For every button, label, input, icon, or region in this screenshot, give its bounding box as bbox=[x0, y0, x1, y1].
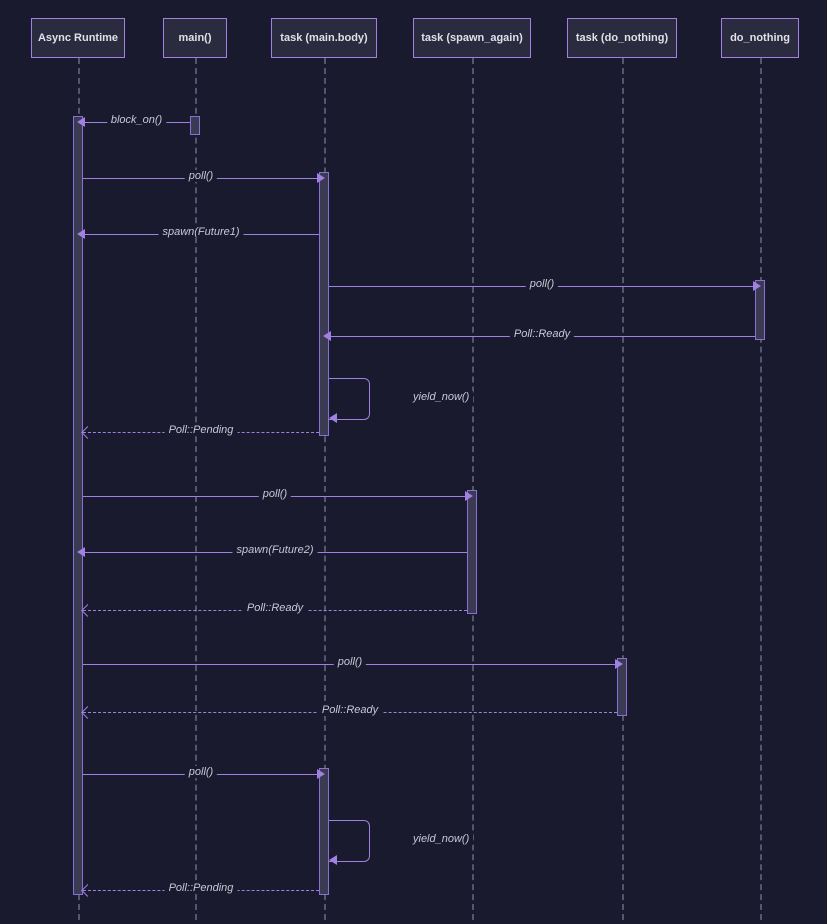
activation-bar bbox=[319, 768, 329, 895]
arrow-head bbox=[81, 604, 94, 617]
activation-bar bbox=[319, 172, 329, 436]
message-label: yield_now() bbox=[409, 391, 473, 403]
arrow-head bbox=[615, 659, 623, 669]
message-label: poll() bbox=[185, 766, 217, 778]
arrow-head bbox=[329, 413, 337, 423]
arrow-head bbox=[317, 769, 325, 779]
message-label: Poll::Ready bbox=[510, 328, 574, 340]
lifeline bbox=[622, 58, 624, 920]
arrow-head bbox=[465, 491, 473, 501]
arrow-head bbox=[329, 855, 337, 865]
message-label: poll() bbox=[526, 278, 558, 290]
arrow-head bbox=[81, 884, 94, 897]
lifeline bbox=[195, 58, 197, 920]
arrow-head bbox=[81, 426, 94, 439]
activation-bar bbox=[467, 490, 477, 614]
lifeline bbox=[472, 58, 474, 920]
participant-box: Async Runtime bbox=[31, 18, 125, 58]
message-label: Poll::Pending bbox=[165, 882, 238, 894]
message-label: spawn(Future2) bbox=[232, 544, 317, 556]
message-label: poll() bbox=[185, 170, 217, 182]
arrow-head bbox=[317, 173, 325, 183]
arrow-head bbox=[323, 331, 331, 341]
arrow-head bbox=[81, 706, 94, 719]
participant-box: task (main.body) bbox=[271, 18, 377, 58]
participant-box: task (do_nothing) bbox=[567, 18, 677, 58]
message-label: Poll::Pending bbox=[165, 424, 238, 436]
sequence-diagram: Async Runtime main() task (main.body) task … bbox=[0, 0, 827, 924]
message-label: Poll::Ready bbox=[243, 602, 307, 614]
message-label: spawn(Future1) bbox=[158, 226, 243, 238]
arrow-head bbox=[77, 547, 85, 557]
participant-box: main() bbox=[163, 18, 227, 58]
activation-bar bbox=[190, 116, 200, 135]
message-label: block_on() bbox=[107, 114, 166, 126]
lifeline bbox=[760, 58, 762, 920]
message-label: poll() bbox=[259, 488, 291, 500]
message-label: Poll::Ready bbox=[318, 704, 382, 716]
message-label: yield_now() bbox=[409, 833, 473, 845]
arrow-head bbox=[77, 117, 85, 127]
participant-box: do_nothing bbox=[721, 18, 799, 58]
participant-box: task (spawn_again) bbox=[413, 18, 531, 58]
message-label: poll() bbox=[334, 656, 366, 668]
arrow-head bbox=[77, 229, 85, 239]
arrow-head bbox=[753, 281, 761, 291]
